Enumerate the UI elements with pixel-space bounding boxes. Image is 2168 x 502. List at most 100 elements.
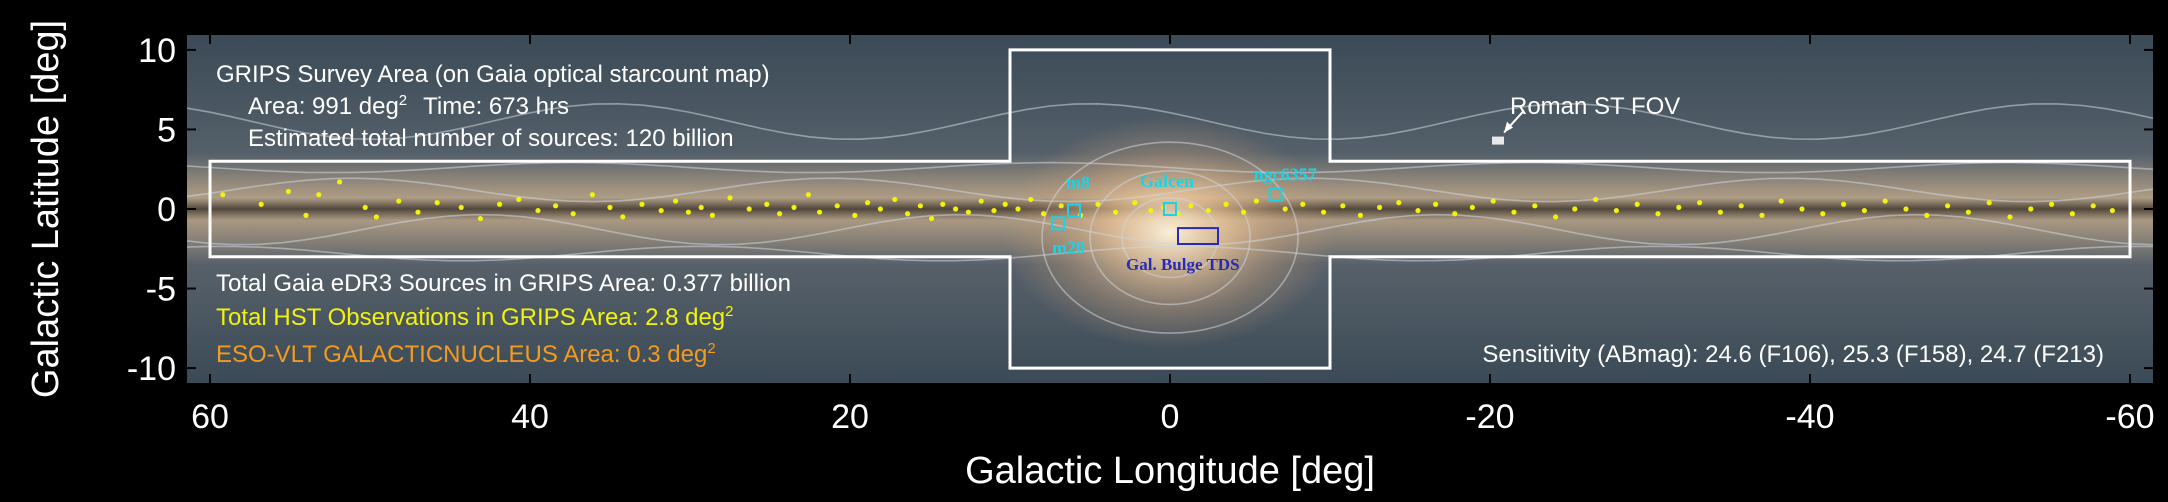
hst-field-marker xyxy=(2049,201,2055,207)
hst-field-marker xyxy=(2028,206,2034,212)
hst-field-marker xyxy=(791,204,797,211)
y-tick-label: -10 xyxy=(127,350,176,388)
hst-field-marker xyxy=(1205,207,1211,214)
starcount-contour xyxy=(186,102,2154,141)
hst-field-marker xyxy=(1148,207,1154,214)
roman-fov-box xyxy=(1492,136,1504,145)
x-tick-label: -20 xyxy=(1465,398,1514,436)
hst-field-marker xyxy=(1095,201,1101,207)
hst-field-marker xyxy=(1041,211,1047,217)
annotations: GRIPS Survey Area (on Gaia optical starc… xyxy=(216,61,2104,368)
hst-field-marker xyxy=(570,211,576,217)
hst-field-marker xyxy=(1655,211,1661,217)
hst-field-marker xyxy=(1882,198,1888,204)
hst-field-marker xyxy=(1532,203,1538,209)
hst-field-marker xyxy=(1759,212,1765,218)
y-tick-label: -5 xyxy=(146,271,176,309)
survey-sources: Estimated total number of sources: 120 b… xyxy=(248,125,734,152)
field-box-galcen xyxy=(1163,202,1177,216)
hst-field-marker xyxy=(516,196,522,203)
hst-field-marker xyxy=(673,198,679,204)
hst-field-marker xyxy=(607,204,613,211)
hst-field-marker xyxy=(965,209,972,215)
hst-field-marker xyxy=(220,192,226,198)
hst-field-marker xyxy=(1986,200,1992,206)
x-tick-label: 0 xyxy=(1161,398,1180,436)
hst-field-marker xyxy=(1613,207,1619,214)
y-tick-label: 0 xyxy=(157,191,176,229)
hst-field-marker xyxy=(727,195,733,201)
gal-bulge-tds-box xyxy=(1177,227,1219,246)
hst-field-marker xyxy=(929,215,935,222)
hst-field-marker xyxy=(953,206,959,212)
hst-field-marker xyxy=(1241,209,1247,215)
hst-field-marker xyxy=(434,200,440,206)
hst-field-marker xyxy=(991,207,997,214)
hst-field-marker xyxy=(316,192,322,198)
hst-field-marker xyxy=(1132,200,1138,206)
hst-field-marker xyxy=(620,214,626,220)
hst-field-marker xyxy=(1799,206,1805,212)
hst-field-marker xyxy=(535,207,541,214)
hst-field-marker xyxy=(1058,203,1064,209)
hst-field-marker xyxy=(917,203,924,209)
hst-field-marker xyxy=(1028,196,1034,203)
hst-field-marker xyxy=(1697,200,1703,206)
survey-time: Time: 673 hrs xyxy=(423,93,569,120)
hst-field-marker xyxy=(1357,212,1363,218)
hst-field-marker xyxy=(1490,198,1496,204)
field-label-galcen: Galcen xyxy=(1140,171,1194,191)
survey-title: GRIPS Survey Area (on Gaia optical starc… xyxy=(216,61,770,88)
hst-field-marker xyxy=(553,203,559,209)
labeled-field-labels: m8 Galcen ngc6357 m20 xyxy=(1052,165,1317,258)
hst-total-text: Total HST Observations in GRIPS Area: 2.… xyxy=(216,304,725,331)
hst-field-marker xyxy=(1861,207,1867,214)
grips-survey-footprint xyxy=(208,48,2132,370)
hst-field-marker xyxy=(892,196,898,203)
hst-field-marker xyxy=(764,201,770,207)
field-box-ngc6357 xyxy=(1268,187,1283,202)
eso-area: ESO-VLT GALACTICNUCLEUS Area: 0.3 deg2 xyxy=(216,340,716,368)
hst-field-marker xyxy=(1015,206,1021,212)
hst-field-marker xyxy=(978,198,984,204)
hst-field-marker xyxy=(362,204,368,211)
hst-field-marker xyxy=(1113,209,1119,215)
survey-area: Area: 991 deg xyxy=(248,93,399,120)
hst-field-marker xyxy=(285,188,291,195)
field-label-ngc6357: ngc6357 xyxy=(1254,165,1317,185)
hst-unit-sup: 2 xyxy=(725,303,733,320)
gaia-total: Total Gaia eDR3 Sources in GRIPS Area: 0… xyxy=(216,270,791,297)
hst-field-marker xyxy=(1253,198,1259,204)
hst-field-marker xyxy=(1634,201,1640,207)
hst-field-marker xyxy=(415,209,421,215)
field-box-m8 xyxy=(1067,203,1081,218)
hst-field-marker xyxy=(1002,201,1008,207)
hst-field-marker xyxy=(2069,211,2075,217)
hst-field-marker xyxy=(337,179,343,185)
x-tick-label: -60 xyxy=(2105,398,2154,436)
starcount-contour xyxy=(186,213,2154,246)
hst-field-marker xyxy=(1433,201,1439,207)
hst-field-marker xyxy=(1820,211,1826,217)
hst-field-marker xyxy=(477,215,483,222)
x-axis-label: Galactic Longitude [deg] xyxy=(965,450,1375,492)
hst-field-marker xyxy=(852,212,858,218)
hst-field-marker xyxy=(303,212,309,218)
y-tick-label: 10 xyxy=(138,32,176,70)
hst-field-marker xyxy=(746,206,752,212)
hst-field-marker xyxy=(940,201,946,207)
roman-fov-label: Roman ST FOV xyxy=(1510,93,1680,120)
hst-field-marker xyxy=(1778,198,1784,204)
hst-field-marker xyxy=(1188,203,1194,209)
bulge-contour xyxy=(1041,141,1299,334)
hst-field-marker xyxy=(2090,203,2096,209)
hst-field-marker xyxy=(1593,196,1599,203)
hst-field-marker xyxy=(865,200,871,206)
x-tick-label: 40 xyxy=(511,398,549,436)
field-box-m20 xyxy=(1051,216,1065,231)
hst-field-marker xyxy=(1340,203,1346,209)
field-label-m8: m8 xyxy=(1066,173,1090,193)
galactic-bulge-glow xyxy=(1002,117,1338,349)
hst-field-marker xyxy=(777,211,783,217)
